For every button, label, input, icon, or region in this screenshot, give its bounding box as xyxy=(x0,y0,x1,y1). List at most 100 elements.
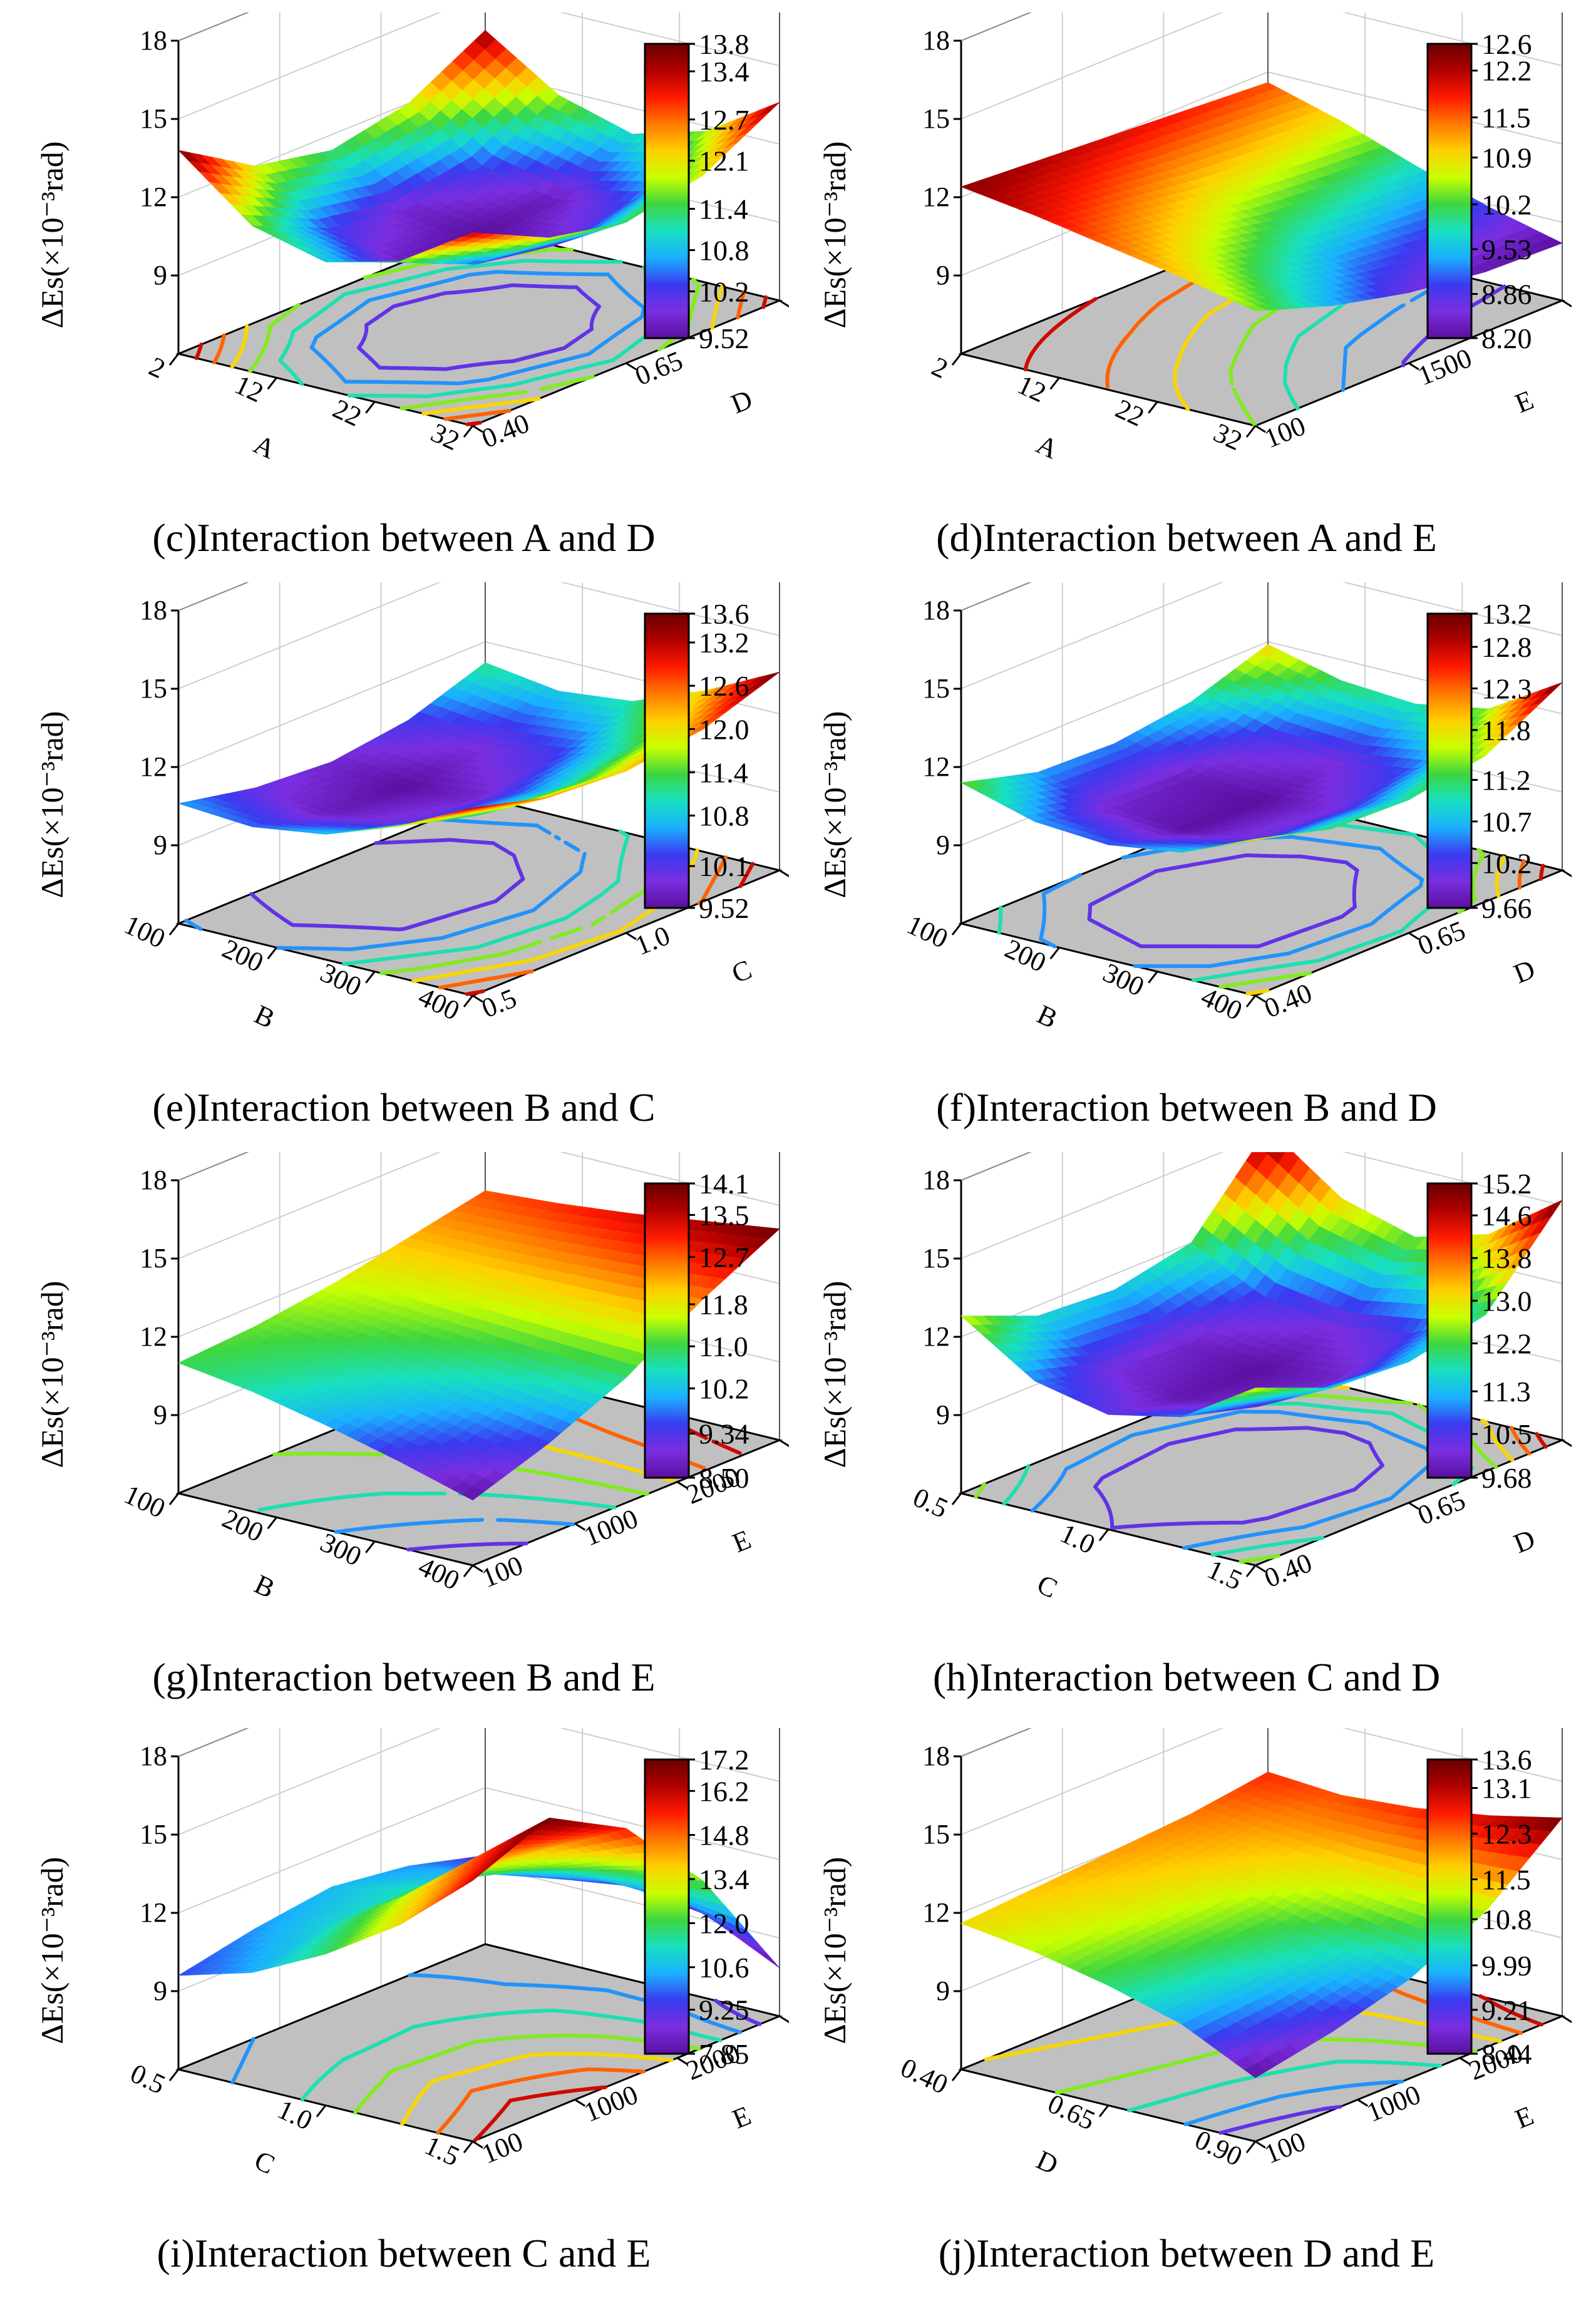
panel-h: 18 15 12 9 ΔEs(×10⁻³rad) 0.5 1.0 1.5 C 0.40 0.65 0.… xyxy=(801,1152,1572,1716)
colorbar: 13.613.212.612.011.410.810.19.52 xyxy=(644,598,749,924)
y-tick xyxy=(574,1523,586,1531)
top-edge xyxy=(960,582,1032,611)
contour-line xyxy=(184,817,587,952)
y-axis-label: D xyxy=(727,384,757,420)
contour-line xyxy=(406,1542,528,1552)
panel-caption: (c)Interaction between A and D xyxy=(152,515,655,560)
colorbar-label: 13.8 xyxy=(699,28,749,60)
y-tick xyxy=(1408,362,1419,371)
colorbar-ramp xyxy=(1426,612,1473,909)
z-tick-label: 15 xyxy=(922,673,950,704)
colorbar-label: 9.53 xyxy=(1481,234,1532,265)
z-axis-label: ΔEs(×10⁻³rad) xyxy=(817,711,852,899)
y-tick xyxy=(1255,994,1266,1003)
colorbar-label: 10.9 xyxy=(1481,142,1532,174)
z-axis-label: ΔEs(×10⁻³rad) xyxy=(34,711,70,899)
colorbar-label: 10.1 xyxy=(699,850,749,882)
colorbar-label: 12.6 xyxy=(1481,28,1532,60)
z-tick-label: 15 xyxy=(140,1243,167,1274)
gridline-z xyxy=(960,13,1032,41)
colorbar-label: 9.34 xyxy=(699,1418,749,1450)
y-tick-label: 1.5 xyxy=(784,857,789,899)
y-tick-label: 0.90 xyxy=(784,282,789,329)
x-tick xyxy=(1148,401,1158,414)
z-tick-label: 15 xyxy=(140,103,167,134)
gridline-z xyxy=(960,13,1563,120)
colorbar-label: 13.4 xyxy=(699,56,749,88)
colorbar-label: 12.3 xyxy=(1481,672,1532,704)
z-axis: 18 15 12 9 xyxy=(140,25,178,291)
x-tick xyxy=(463,995,474,1007)
y-tick xyxy=(779,299,789,308)
colorbar-label: 9.52 xyxy=(699,892,749,924)
x-tick xyxy=(365,401,376,414)
x-tick-label: 2 xyxy=(145,351,170,384)
x-tick xyxy=(365,1540,376,1553)
panel-caption: (d)Interaction between A and E xyxy=(936,515,1437,560)
gridline-z xyxy=(178,1152,249,1181)
top-edge xyxy=(960,13,1032,41)
z-tick-label: 12 xyxy=(922,751,950,782)
colorbar-label: 11.8 xyxy=(699,1289,748,1321)
colorbar-label: 13.5 xyxy=(699,1199,749,1231)
x-tick-label: 100 xyxy=(902,909,953,954)
panel-d: 18 15 12 9 ΔEs(×10⁻³rad) 2 12 22 32 A 100 1500 3000 E… xyxy=(801,13,1572,576)
x-tick xyxy=(463,1565,474,1577)
contour-line xyxy=(1245,797,1507,996)
response-surface xyxy=(960,82,1563,312)
y-tick-label: 0.90 xyxy=(1567,852,1572,899)
top-edge xyxy=(178,1152,249,1181)
x-tick xyxy=(267,377,277,390)
contour-line xyxy=(1539,863,1545,881)
colorbar-ramp xyxy=(644,43,690,339)
x-axis-label: A xyxy=(1032,429,1063,465)
x-tick xyxy=(1049,947,1060,960)
contour-line xyxy=(438,855,728,990)
z-tick-label: 12 xyxy=(922,182,950,212)
z-tick-label: 9 xyxy=(153,830,167,860)
z-tick-label: 18 xyxy=(922,25,950,56)
panel-f: 18 15 12 9 ΔEs(×10⁻³rad) 100 200 300 400 B 0.40 0.6… xyxy=(801,582,1572,1146)
contour-lines xyxy=(184,801,755,996)
x-tick xyxy=(168,923,180,935)
x-tick xyxy=(463,425,474,438)
colorbar-label: 12.7 xyxy=(699,1242,749,1274)
z-tick-label: 12 xyxy=(140,182,167,212)
x-tick xyxy=(365,971,376,984)
gridline-z xyxy=(178,13,780,120)
z-axis-label: ΔEs(×10⁻³rad) xyxy=(817,142,852,329)
colorbar-label: 13.6 xyxy=(699,598,749,630)
y-tick xyxy=(779,1439,789,1448)
x-axis-label: B xyxy=(250,1568,279,1604)
colorbar-label: 12.8 xyxy=(1481,631,1532,663)
z-tick-label: 18 xyxy=(140,25,167,56)
x-tick-label: 100 xyxy=(120,909,170,954)
surface-cell xyxy=(462,232,484,238)
colorbar-ramp xyxy=(1426,43,1473,339)
z-tick-label: 9 xyxy=(153,260,167,291)
x-tick xyxy=(267,1517,277,1530)
contour-line xyxy=(1093,1426,1384,1530)
colorbar-label: 10.7 xyxy=(1481,806,1532,838)
y-tick xyxy=(626,932,637,940)
contour-line xyxy=(334,1518,575,1534)
colorbar-label: 10.2 xyxy=(699,1373,749,1404)
y-tick xyxy=(1408,932,1419,940)
gridline-z xyxy=(178,582,249,611)
y-tick xyxy=(676,1481,688,1489)
colorbar-label: 12.7 xyxy=(699,104,749,136)
y-tick xyxy=(626,362,637,371)
response-surface xyxy=(960,1152,1563,1418)
panel-caption: (e)Interaction between B and C xyxy=(152,1085,655,1130)
surface-cell xyxy=(462,806,484,811)
top-edge xyxy=(178,582,249,611)
z-tick-label: 18 xyxy=(140,1165,167,1195)
colorbar-label: 9.52 xyxy=(699,322,749,354)
panel-g: 18 15 12 9 ΔEs(×10⁻³rad) 100 200 300 400 B 100 1000… xyxy=(19,1152,789,1716)
x-tick xyxy=(951,353,962,366)
x-axis-label: B xyxy=(250,999,279,1034)
colorbar-label: 12.1 xyxy=(699,145,749,177)
